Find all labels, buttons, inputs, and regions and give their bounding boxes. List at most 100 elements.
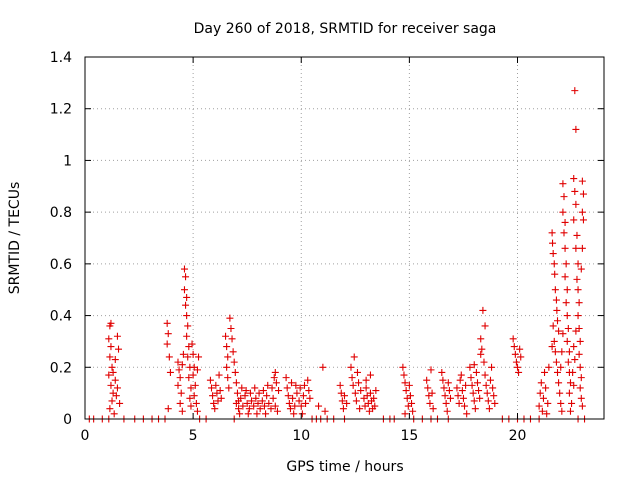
data-point — [467, 374, 475, 382]
data-point — [366, 389, 374, 397]
data-point — [552, 296, 560, 304]
data-point — [353, 368, 361, 376]
data-point — [579, 216, 587, 224]
data-point — [283, 384, 291, 392]
data-point — [163, 340, 171, 348]
data-point — [370, 394, 378, 402]
data-point — [347, 363, 355, 371]
data-point — [288, 379, 296, 387]
data-point — [195, 353, 203, 361]
data-point — [184, 322, 192, 330]
data-point — [572, 244, 580, 252]
data-point — [296, 384, 304, 392]
data-point — [576, 337, 584, 345]
data-point — [341, 392, 348, 400]
y-tick-label: 1.2 — [50, 102, 72, 118]
data-point — [565, 348, 573, 356]
data-point — [575, 299, 583, 307]
data-point — [185, 374, 193, 382]
data-point — [267, 405, 275, 413]
data-point — [186, 394, 194, 402]
data-point — [538, 407, 546, 415]
data-point — [510, 343, 518, 351]
data-point — [227, 325, 235, 332]
data-point — [564, 325, 572, 332]
data-point — [566, 407, 574, 415]
data-point — [558, 348, 566, 356]
data-point — [222, 332, 230, 340]
data-point — [570, 216, 578, 224]
data-point — [116, 399, 124, 407]
data-point — [372, 387, 380, 395]
data-point — [488, 363, 496, 371]
data-point — [319, 363, 327, 371]
data-point — [478, 345, 486, 353]
data-point — [226, 314, 234, 322]
x-tick-label: 0 — [81, 428, 90, 444]
data-point — [570, 343, 578, 351]
data-point — [486, 376, 494, 384]
data-point — [239, 402, 247, 410]
data-point — [216, 387, 224, 395]
data-point — [338, 397, 346, 405]
data-point — [564, 358, 572, 366]
data-point — [106, 353, 114, 361]
data-point — [232, 399, 240, 407]
data-point — [366, 371, 374, 379]
data-point — [215, 371, 223, 379]
data-point — [108, 397, 116, 405]
data-point — [537, 379, 545, 387]
y-tick-label: 1.4 — [50, 50, 72, 66]
data-point — [336, 381, 344, 389]
data-point — [406, 392, 414, 400]
data-point — [250, 402, 258, 410]
data-point — [357, 387, 365, 395]
data-point — [115, 345, 123, 353]
data-point — [163, 319, 171, 327]
data-point — [291, 402, 299, 410]
data-point — [188, 340, 196, 348]
data-point — [572, 125, 580, 133]
y-tick-label: 0.6 — [50, 257, 72, 273]
data-point — [177, 389, 185, 397]
data-point — [193, 407, 201, 415]
data-point — [455, 399, 463, 407]
x-tick-label: 15 — [400, 428, 418, 444]
data-point — [543, 410, 551, 418]
data-point — [576, 363, 584, 371]
data-point — [286, 405, 294, 413]
data-point — [408, 399, 416, 407]
data-point — [560, 229, 568, 237]
data-point — [517, 353, 525, 361]
data-point — [573, 275, 581, 283]
data-point — [182, 273, 190, 281]
data-point — [305, 387, 313, 395]
data-point — [178, 361, 186, 369]
data-point — [574, 286, 582, 294]
data-point — [206, 376, 214, 384]
data-point — [285, 399, 293, 407]
data-point — [245, 405, 253, 413]
data-point — [444, 379, 452, 387]
x-axis-ticks: 0 5 10 15 20 — [81, 57, 526, 444]
y-tick-label: 0 — [63, 412, 72, 428]
data-point — [555, 379, 563, 387]
data-point — [440, 384, 448, 392]
data-point — [509, 335, 517, 343]
data-point — [559, 208, 567, 216]
data-point — [362, 376, 370, 384]
y-tick-label: 0.2 — [50, 360, 72, 376]
data-point — [579, 190, 587, 198]
data-point — [489, 384, 497, 392]
data-point — [479, 306, 487, 314]
data-point — [251, 384, 259, 392]
data-point — [560, 193, 568, 201]
data-point — [559, 180, 567, 188]
data-point — [105, 371, 113, 379]
data-point — [182, 301, 190, 309]
data-point — [438, 368, 446, 376]
data-point — [189, 371, 197, 379]
data-point — [515, 368, 523, 376]
data-point — [570, 175, 578, 183]
data-point — [469, 389, 477, 397]
